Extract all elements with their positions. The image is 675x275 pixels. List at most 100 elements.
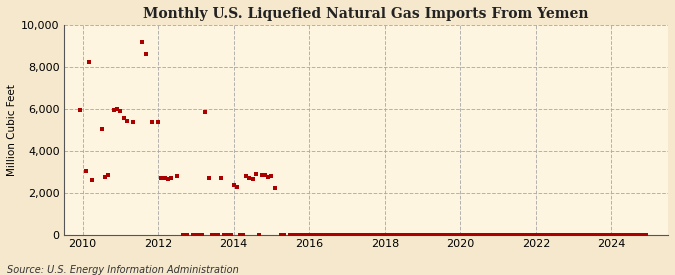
Point [171,174,182,178]
Point [228,183,239,188]
Point [549,232,560,237]
Point [622,232,632,237]
Point [383,232,394,237]
Point [480,232,491,237]
Point [250,172,261,176]
Point [370,232,381,237]
Point [342,232,352,237]
Point [122,119,132,123]
Point [389,232,400,237]
Point [338,232,349,237]
Point [446,232,456,237]
Point [279,232,290,237]
Point [439,232,450,237]
Point [590,232,601,237]
Point [74,108,85,112]
Point [496,232,507,237]
Point [256,173,267,177]
Point [599,232,610,237]
Point [618,232,629,237]
Point [146,120,157,125]
Point [587,232,598,237]
Point [521,232,532,237]
Point [571,232,582,237]
Point [329,232,340,237]
Point [430,232,441,237]
Point [96,126,107,131]
Point [578,232,589,237]
Point [606,232,617,237]
Point [235,232,246,237]
Point [421,232,431,237]
Point [190,232,201,237]
Point [181,232,192,237]
Point [404,232,415,237]
Point [468,232,479,237]
Point [219,232,230,237]
Point [269,186,280,191]
Point [301,232,312,237]
Point [556,232,566,237]
Point [414,232,425,237]
Point [543,232,554,237]
Text: Source: U.S. Energy Information Administration: Source: U.S. Energy Information Administ… [7,265,238,275]
Point [597,232,608,237]
Point [392,232,403,237]
Point [118,116,129,120]
Point [531,232,541,237]
Point [194,232,205,237]
Point [216,176,227,180]
Point [489,232,500,237]
Point [332,232,343,237]
Point [512,232,522,237]
Point [502,232,513,237]
Point [165,176,176,180]
Point [518,232,529,237]
Point [546,232,557,237]
Point [360,232,371,237]
Point [568,232,579,237]
Point [247,177,258,181]
Point [534,232,545,237]
Point [294,232,305,237]
Point [499,232,510,237]
Point [156,176,167,180]
Point [477,232,488,237]
Point [527,232,538,237]
Point [436,232,447,237]
Point [474,232,485,237]
Point [449,232,460,237]
Point [559,232,570,237]
Point [398,232,409,237]
Point [109,108,119,112]
Point [288,232,299,237]
Point [483,232,494,237]
Point [603,232,614,237]
Point [153,120,163,125]
Point [323,232,333,237]
Point [317,232,327,237]
Point [241,174,252,178]
Point [515,232,526,237]
Point [574,232,585,237]
Point [641,232,651,237]
Point [285,232,296,237]
Point [348,232,358,237]
Point [593,232,604,237]
Point [417,232,428,237]
Point [408,232,418,237]
Point [584,232,595,237]
Point [203,176,214,180]
Point [99,175,110,179]
Point [310,232,321,237]
Point [537,232,547,237]
Point [188,232,198,237]
Point [80,169,91,173]
Point [612,232,623,237]
Point [524,232,535,237]
Point [103,173,113,177]
Point [197,232,208,237]
Point [442,232,453,237]
Point [178,232,189,237]
Point [411,232,422,237]
